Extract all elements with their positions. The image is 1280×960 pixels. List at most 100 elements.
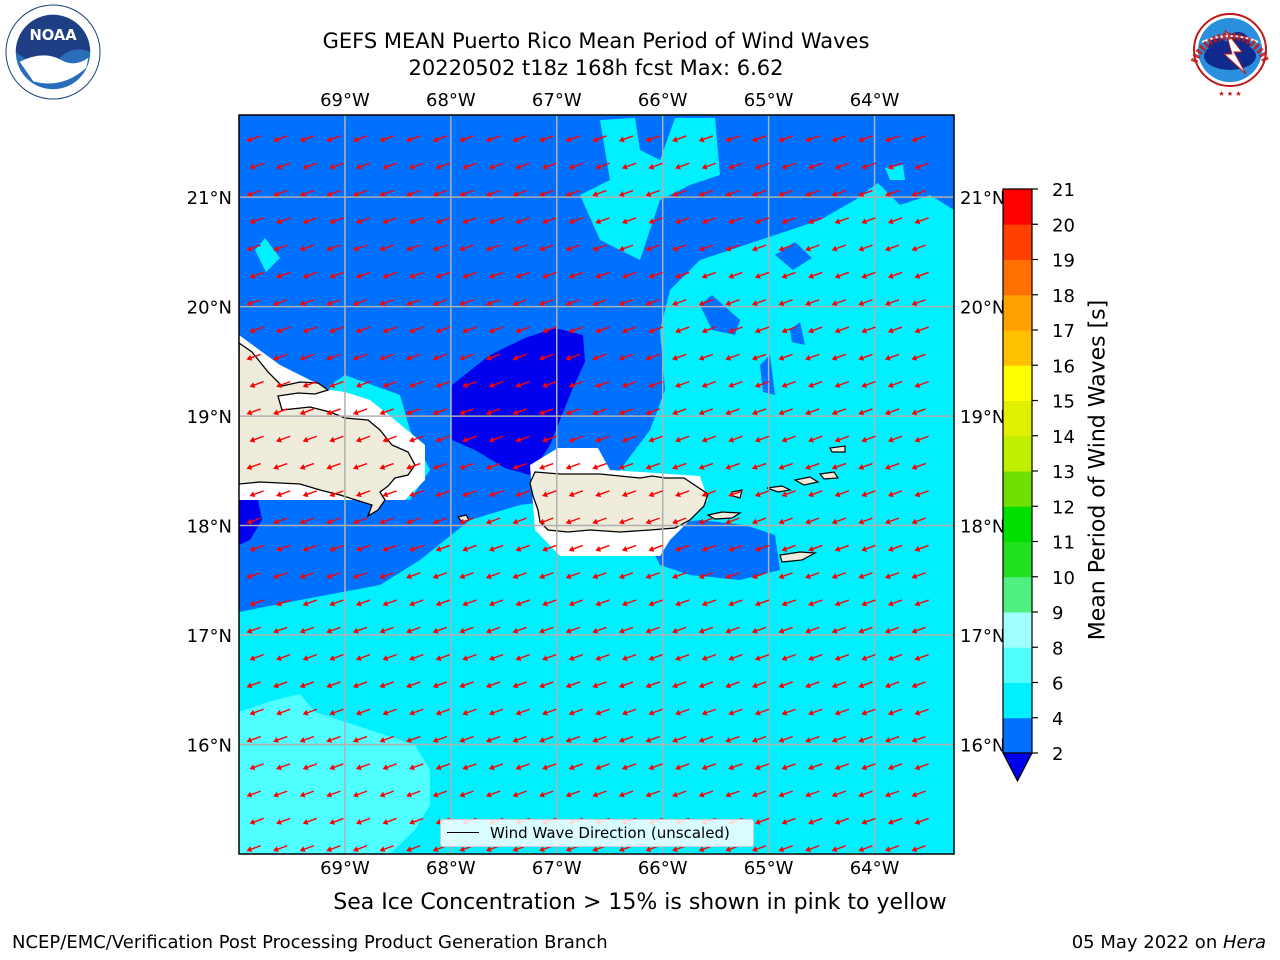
wind-arrow-head (382, 709, 389, 716)
wind-arrow-head (858, 245, 865, 252)
wind-arrow-head (728, 491, 735, 498)
lon-tick-label-bottom: 66°W (638, 858, 688, 879)
wind-arrow-head (805, 245, 811, 252)
wind-arrow-head (568, 491, 575, 498)
lat-tick-label-right: 16°N (960, 736, 1005, 757)
wind-arrow-head (648, 327, 655, 334)
wind-arrow-head (409, 546, 415, 552)
wind-arrow-head (648, 382, 655, 388)
colorbar-tick-label: 17 (1052, 321, 1075, 342)
wind-arrow-head (754, 491, 761, 498)
lat-tick-label-left: 20°N (187, 298, 232, 319)
wind-arrow-head (539, 627, 545, 634)
wind-arrow-head (273, 737, 279, 743)
wind-arrow-head (352, 354, 359, 361)
wind-arrow-head (861, 327, 868, 334)
wind-arrow-head (781, 491, 788, 498)
wind-arrow-head (249, 273, 256, 279)
wind-arrow-head (592, 464, 599, 470)
wind-arrow-head (914, 163, 921, 170)
wind-arrow-head (808, 819, 814, 825)
wind-arrow-head (884, 627, 891, 634)
wind-arrow-head (352, 300, 359, 306)
wind-arrow-head (911, 518, 918, 525)
wind-arrow-head (887, 218, 894, 225)
lon-tick-label-bottom: 67°W (532, 858, 582, 879)
wind-arrow-head (672, 573, 678, 579)
wind-arrow-head (485, 737, 492, 743)
legend-label: Wind Wave Direction (unscaled) (490, 824, 730, 842)
wind-arrow-head (645, 846, 652, 852)
wind-arrow-head (488, 764, 495, 771)
wind-arrow-head (568, 655, 575, 661)
wind-arrow-head (725, 245, 732, 252)
wind-arrow-head (914, 819, 921, 825)
wind-arrow-head (542, 218, 548, 225)
wind-arrow-head (379, 627, 386, 634)
wind-arrow-head (379, 573, 386, 579)
wind-arrow-head (485, 191, 492, 197)
wind-arrow-head (621, 709, 628, 716)
wind-arrow-head (249, 327, 256, 334)
wind-arrow-head (299, 846, 306, 852)
noaa-logo-text: NOAA (29, 27, 77, 44)
wind-arrow-head (568, 218, 575, 225)
wind-arrow-head (435, 764, 442, 771)
wind-arrow-head (565, 846, 572, 852)
wind-arrow-head (701, 436, 708, 443)
wind-arrow-head (858, 846, 865, 852)
wind-arrow-head (805, 627, 811, 634)
wind-arrow-head (911, 791, 918, 798)
wind-arrow-head (781, 163, 788, 170)
lon-tick-label-top: 64°W (850, 90, 900, 111)
lat-tick-label-left: 21°N (187, 188, 232, 209)
wind-arrow-head (911, 627, 918, 634)
wind-arrow-head (246, 737, 253, 743)
wind-arrow-head (595, 436, 602, 443)
wind-arrow-head (698, 245, 705, 252)
wind-arrow-head (618, 464, 625, 470)
land-st-croix (779, 551, 818, 563)
wind-arrow-head (379, 354, 386, 361)
colorbar-tick-label: 9 (1052, 603, 1063, 624)
wind-arrow-head (861, 382, 868, 388)
wind-arrow-head (728, 600, 735, 607)
wind-arrow-head (299, 518, 306, 525)
wind-arrow-head (592, 573, 599, 579)
svg-text:★ ★ ★: ★ ★ ★ (1218, 90, 1241, 98)
wind-arrow-head (435, 491, 442, 498)
wind-arrow-head (595, 491, 602, 498)
wind-arrow-head (831, 300, 838, 306)
wind-arrow-head (911, 136, 918, 143)
wind-arrow-head (352, 737, 359, 743)
land-anegada (829, 445, 846, 453)
wind-arrow-head (675, 382, 681, 388)
wind-arrow-head (512, 354, 519, 361)
wind-arrow-head (778, 409, 785, 416)
wind-arrow-head (382, 546, 389, 552)
wind-arrow-head (808, 327, 814, 334)
wind-arrow-head (488, 163, 495, 170)
contour-4-6 (255, 238, 280, 272)
wind-arrow-head (701, 655, 708, 661)
wind-arrow-head (834, 764, 841, 771)
wind-arrow-head (808, 491, 814, 498)
wind-arrow-head (326, 136, 333, 143)
wind-arrow-head (539, 245, 545, 252)
wind-arrow-head (728, 382, 735, 388)
lat-tick-label-right: 18°N (960, 517, 1005, 538)
wind-arrow-head (539, 682, 545, 689)
wind-arrow-head (459, 464, 466, 470)
wind-arrow-head (858, 300, 865, 306)
colorbar-band (1003, 506, 1032, 542)
wind-arrow-head (246, 573, 253, 579)
wind-arrow-head (831, 518, 838, 525)
wind-arrow-head (299, 191, 306, 197)
date-stamp: 05 May 2022 on Hera (1072, 932, 1266, 953)
wind-arrow-head (884, 846, 891, 852)
wind-arrow-head (911, 464, 918, 470)
wind-arrow-head (621, 273, 628, 279)
wind-arrow-head (568, 546, 575, 552)
wind-arrow-head (488, 491, 495, 498)
wind-arrow-head (701, 546, 708, 552)
